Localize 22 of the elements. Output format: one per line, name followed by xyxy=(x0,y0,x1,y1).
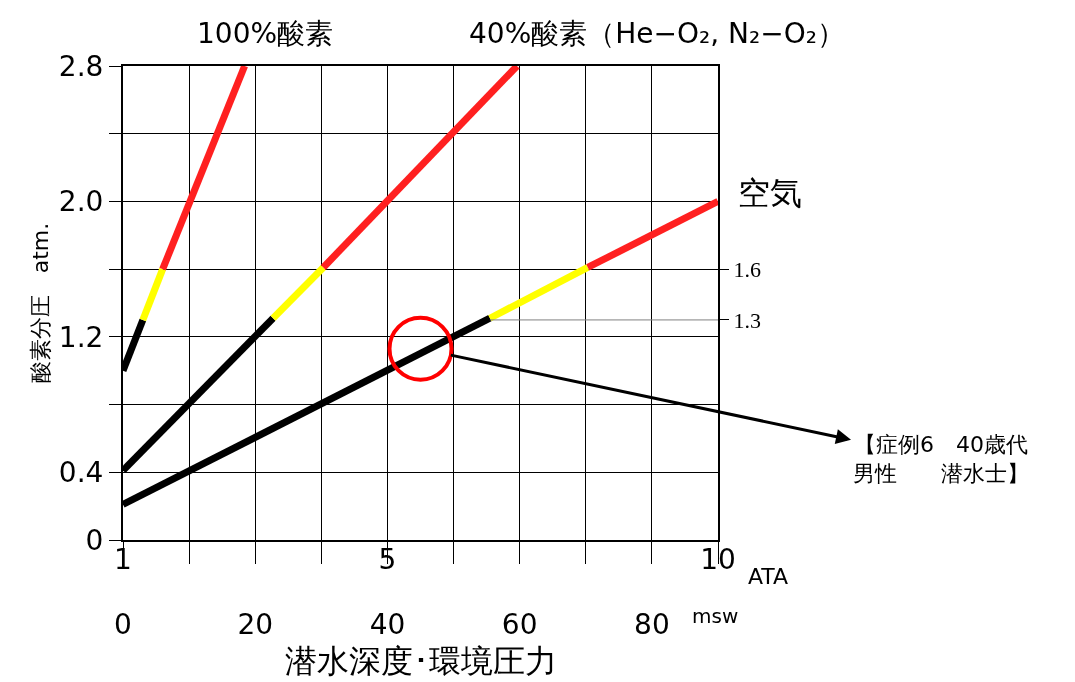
x-tick-label: 20 xyxy=(237,607,274,641)
x-tick-label: 80 xyxy=(634,607,670,641)
series-label: 40%酸素（He−O₂, N₂−O₂） xyxy=(469,17,845,50)
y-tick-label: 2.0 xyxy=(58,185,104,219)
x2-tick-label: 5 xyxy=(378,543,397,576)
text: msw xyxy=(692,604,739,628)
y-tick-label: 0.4 xyxy=(58,456,104,490)
x2-axis-title: ATA xyxy=(748,564,789,589)
y-tick-label: 1.2 xyxy=(58,320,104,354)
x-axis-title: 潜水深度･環境圧力 xyxy=(284,642,557,680)
x-tick-label: 0 xyxy=(114,607,132,641)
x-tick-label: 60 xyxy=(501,607,538,641)
y2-tick-label: 1.3 xyxy=(733,307,761,333)
y-tick-label: 2.8 xyxy=(58,49,104,83)
x2-tick-label: 10 xyxy=(700,543,736,576)
annotation: 【症例6 40歳代男性 潜水士】 xyxy=(853,432,1029,486)
y-tick-label: 0 xyxy=(85,523,104,557)
x-tick-label: 40 xyxy=(369,607,406,641)
series-label: 空気 xyxy=(738,174,802,212)
y-axis-title: 酸素分圧 atm. xyxy=(28,222,54,384)
y2-tick-label: 1.6 xyxy=(733,256,761,282)
series-label: 100%酸素 xyxy=(197,17,334,50)
